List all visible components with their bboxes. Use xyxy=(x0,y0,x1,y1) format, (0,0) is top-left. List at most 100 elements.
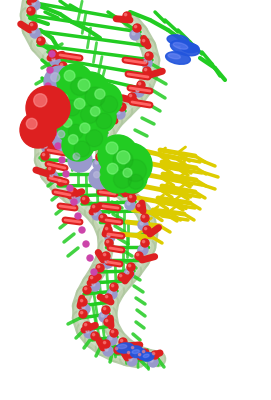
Circle shape xyxy=(105,183,115,193)
Circle shape xyxy=(91,276,93,279)
Circle shape xyxy=(80,300,83,302)
Circle shape xyxy=(64,100,80,116)
Circle shape xyxy=(72,196,75,199)
Circle shape xyxy=(117,163,147,193)
Circle shape xyxy=(92,334,95,336)
Circle shape xyxy=(43,138,45,141)
Circle shape xyxy=(20,112,56,148)
Circle shape xyxy=(100,125,108,133)
Circle shape xyxy=(49,115,55,121)
Circle shape xyxy=(118,103,126,111)
Circle shape xyxy=(105,260,108,263)
Circle shape xyxy=(41,152,49,160)
Circle shape xyxy=(96,264,104,272)
Circle shape xyxy=(57,64,93,100)
Circle shape xyxy=(28,8,31,11)
Circle shape xyxy=(32,30,35,33)
Circle shape xyxy=(47,166,55,174)
Circle shape xyxy=(86,130,103,147)
Ellipse shape xyxy=(118,344,127,348)
Circle shape xyxy=(63,171,69,177)
Circle shape xyxy=(29,22,37,30)
Circle shape xyxy=(27,7,35,15)
Circle shape xyxy=(90,281,100,291)
Circle shape xyxy=(138,354,141,356)
Circle shape xyxy=(89,167,111,189)
Circle shape xyxy=(150,359,153,362)
Ellipse shape xyxy=(143,354,149,358)
Circle shape xyxy=(104,342,106,344)
Circle shape xyxy=(80,123,90,133)
Circle shape xyxy=(131,346,134,349)
Circle shape xyxy=(127,351,137,361)
Circle shape xyxy=(127,263,135,271)
Circle shape xyxy=(29,0,37,2)
Circle shape xyxy=(49,168,51,170)
Circle shape xyxy=(107,289,117,299)
Circle shape xyxy=(99,214,107,222)
Circle shape xyxy=(85,288,87,290)
Circle shape xyxy=(104,254,106,256)
Circle shape xyxy=(30,0,40,10)
Circle shape xyxy=(130,30,140,40)
Circle shape xyxy=(65,82,75,92)
Circle shape xyxy=(71,199,77,205)
Circle shape xyxy=(110,283,118,291)
Circle shape xyxy=(78,79,90,91)
Circle shape xyxy=(84,101,116,133)
Circle shape xyxy=(144,68,147,71)
Circle shape xyxy=(115,348,118,350)
Circle shape xyxy=(80,106,98,124)
Circle shape xyxy=(147,54,149,56)
Circle shape xyxy=(124,14,127,16)
Circle shape xyxy=(47,122,55,130)
Circle shape xyxy=(82,198,85,200)
Circle shape xyxy=(96,113,112,129)
Circle shape xyxy=(70,78,89,96)
Circle shape xyxy=(67,84,70,87)
Circle shape xyxy=(127,352,130,354)
Circle shape xyxy=(93,172,100,178)
Circle shape xyxy=(38,38,41,41)
Circle shape xyxy=(55,113,65,123)
Circle shape xyxy=(51,73,60,82)
Circle shape xyxy=(105,239,113,247)
Circle shape xyxy=(68,124,83,139)
Circle shape xyxy=(108,177,116,185)
Circle shape xyxy=(104,308,106,310)
Circle shape xyxy=(89,275,97,283)
Circle shape xyxy=(73,117,107,151)
Circle shape xyxy=(80,304,90,314)
Circle shape xyxy=(42,143,52,153)
Circle shape xyxy=(66,78,68,80)
Circle shape xyxy=(45,83,51,89)
Circle shape xyxy=(37,85,67,115)
Circle shape xyxy=(107,234,110,237)
Circle shape xyxy=(140,247,143,250)
Circle shape xyxy=(109,114,112,117)
Circle shape xyxy=(105,232,115,242)
Circle shape xyxy=(101,168,104,170)
Circle shape xyxy=(138,82,141,85)
Circle shape xyxy=(142,58,152,68)
Ellipse shape xyxy=(132,350,140,354)
Circle shape xyxy=(52,58,55,61)
Circle shape xyxy=(50,56,60,66)
Ellipse shape xyxy=(131,348,146,358)
Circle shape xyxy=(129,358,132,361)
Circle shape xyxy=(74,141,90,157)
Circle shape xyxy=(62,129,94,161)
Ellipse shape xyxy=(167,35,189,45)
Circle shape xyxy=(26,86,70,130)
Circle shape xyxy=(85,324,87,326)
Circle shape xyxy=(63,94,65,96)
Circle shape xyxy=(111,330,114,333)
Circle shape xyxy=(52,125,78,151)
Circle shape xyxy=(101,314,104,317)
Circle shape xyxy=(70,190,73,192)
Circle shape xyxy=(47,99,53,105)
Circle shape xyxy=(56,108,58,111)
Circle shape xyxy=(119,338,127,346)
Circle shape xyxy=(70,194,80,204)
Ellipse shape xyxy=(181,44,199,52)
